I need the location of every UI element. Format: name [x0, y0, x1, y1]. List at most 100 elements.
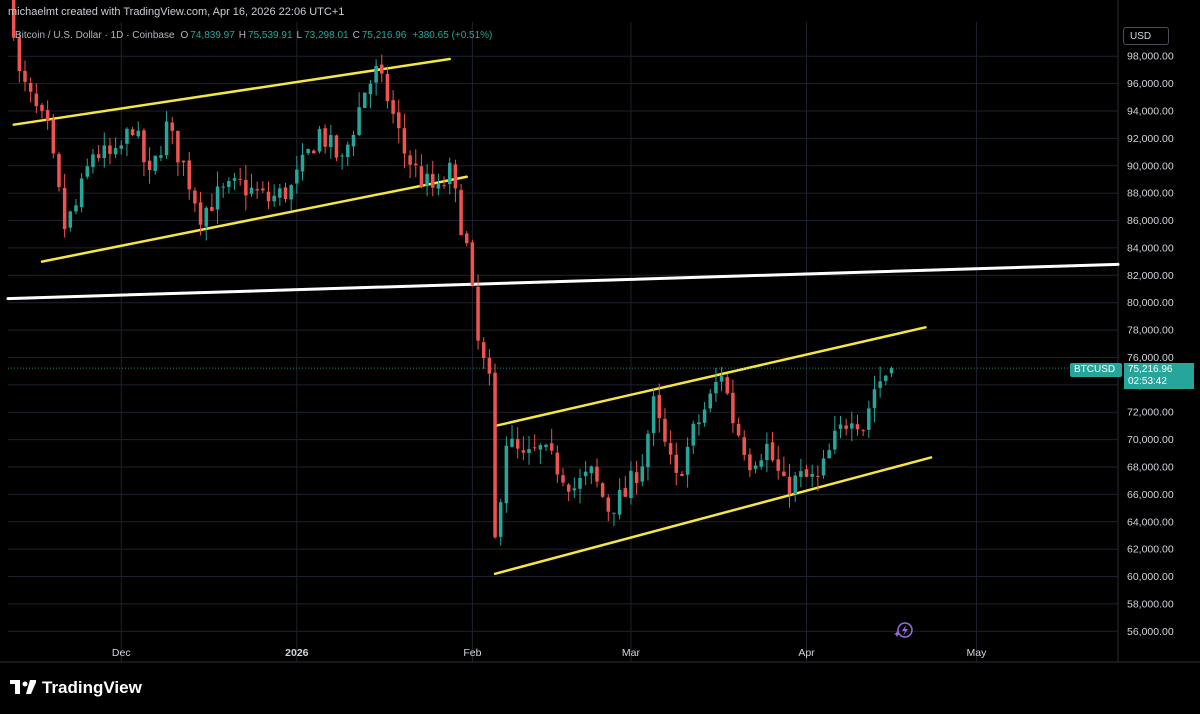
trendline [493, 326, 927, 428]
candle [589, 465, 594, 485]
candle-body [487, 357, 492, 374]
candle [266, 181, 271, 210]
candle [244, 165, 248, 211]
candle-body [844, 425, 848, 429]
candle [368, 80, 373, 109]
candle [459, 183, 463, 236]
candle [663, 408, 667, 447]
x-tick-label: May [966, 647, 987, 659]
candle-body [363, 92, 367, 108]
candle [742, 430, 746, 461]
candle [651, 388, 656, 447]
candle-body [555, 452, 560, 475]
x-tick-label: Feb [463, 647, 481, 659]
candle [23, 60, 27, 92]
candle-body [804, 469, 809, 477]
candle [153, 155, 158, 175]
candle-body [787, 476, 792, 495]
candle [74, 199, 78, 215]
candle [532, 434, 537, 452]
candle-body [334, 135, 339, 158]
candle [215, 171, 220, 224]
candle-body [714, 382, 718, 394]
candle-body [833, 430, 837, 450]
candle [113, 137, 118, 159]
candle-body [532, 447, 537, 449]
candle-body [413, 163, 418, 166]
candle [329, 124, 333, 159]
candle [385, 66, 390, 109]
low-label: L [296, 30, 303, 41]
candle [844, 418, 848, 436]
candle-body [329, 135, 333, 148]
candle [470, 239, 475, 287]
candle-body [62, 187, 67, 230]
candle-body [232, 178, 237, 181]
time-axis: Dec 2026 Feb Mar Apr May [112, 647, 987, 659]
currency-button[interactable]: USD [1123, 27, 1169, 45]
candle-body [380, 64, 384, 74]
candle-body [164, 121, 169, 156]
candle [544, 443, 548, 451]
candle-body [589, 466, 594, 474]
candle-body [595, 466, 599, 482]
candle-body [210, 207, 214, 211]
candle [816, 465, 820, 491]
candle [640, 454, 645, 487]
candle [674, 442, 679, 486]
candle-body [521, 450, 526, 453]
candle [748, 448, 752, 478]
candle [210, 193, 214, 212]
candle [238, 167, 242, 186]
candle-body [634, 472, 639, 484]
candle-body [561, 475, 565, 483]
candle [578, 468, 582, 504]
candle-body [776, 459, 780, 471]
candle-body [221, 186, 225, 188]
candle [884, 374, 888, 386]
candle-body [261, 188, 265, 191]
candle [464, 230, 469, 247]
close-value: 75,216.96 [361, 30, 407, 41]
candle [708, 389, 713, 413]
candle-body [527, 448, 531, 453]
candle [510, 425, 514, 448]
candle-body [663, 418, 667, 442]
candle [527, 435, 531, 465]
candle-body [227, 180, 231, 188]
candle [283, 183, 288, 203]
candle [504, 436, 509, 513]
candle-body [759, 460, 763, 467]
candle [521, 436, 526, 461]
candle-body [289, 185, 293, 200]
candle [51, 113, 56, 159]
candle-body [685, 446, 690, 475]
candle [357, 92, 361, 137]
low-value: 73,298.01 [304, 30, 349, 41]
candle [606, 494, 611, 522]
y-tick-label: 78,000.00 [1127, 325, 1174, 337]
candle [736, 417, 741, 438]
candle-body [295, 169, 299, 184]
bolt-badge-icon[interactable] [893, 621, 915, 639]
candle [493, 363, 497, 539]
candle [634, 460, 639, 495]
candle [600, 482, 605, 498]
candle-body [125, 128, 129, 144]
candle [538, 443, 543, 464]
candle [119, 140, 124, 155]
candle-body [368, 83, 373, 95]
candle-body [244, 179, 248, 196]
candle [617, 478, 622, 520]
candle [300, 143, 305, 181]
bar-countdown: 02:53:42 [1128, 376, 1167, 387]
trendline [493, 456, 933, 576]
candle [476, 274, 480, 350]
candle-body [312, 150, 316, 154]
candle-body [85, 166, 90, 177]
candle [34, 83, 39, 114]
candle-body [725, 377, 729, 394]
chart-grid [0, 0, 1200, 663]
candle-body [816, 475, 820, 477]
